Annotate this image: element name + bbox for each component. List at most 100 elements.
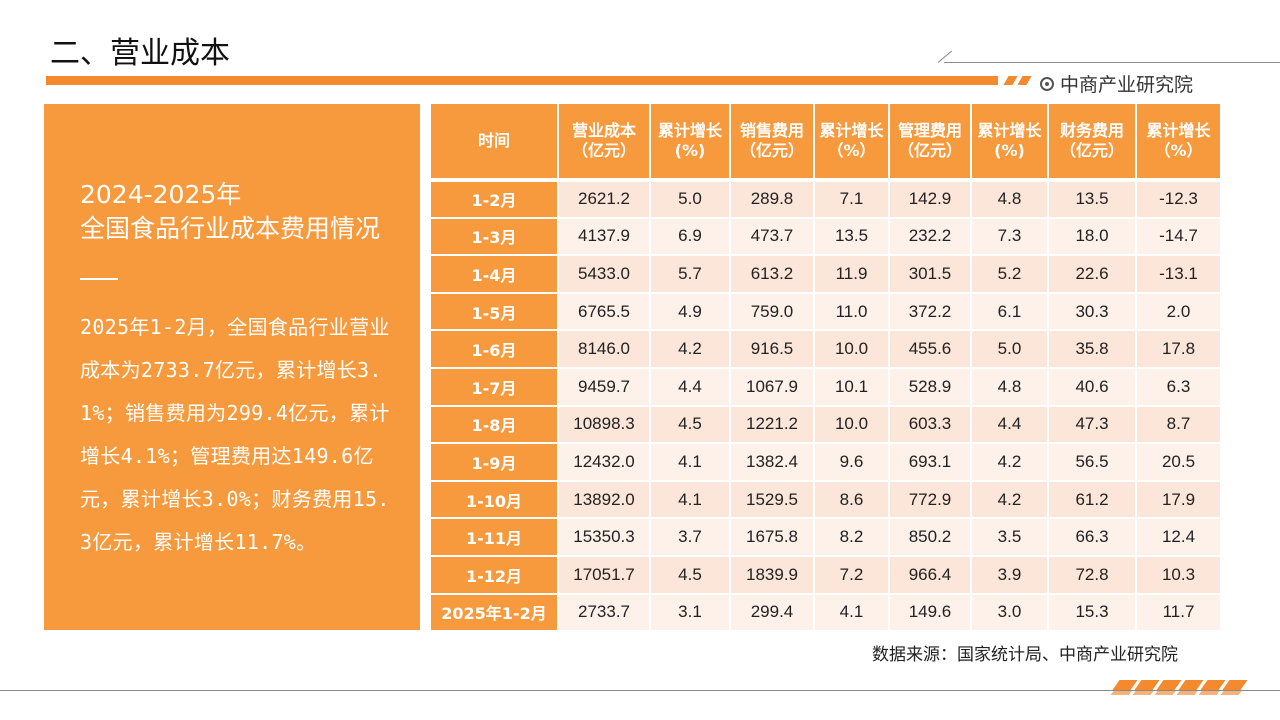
table-cell: 1221.2: [730, 405, 815, 445]
data-source-note: 数据来源：国家统计局、中商产业研究院: [872, 645, 1178, 665]
row-period-cell: 1-8月: [431, 405, 559, 445]
footer-divider: [0, 690, 1280, 691]
column-header: 财务费用（亿元）: [1048, 104, 1137, 182]
table-row: 1-7月 9459.7 4.4 1067.9 10.1 528.9 4.8 40.6 6.3: [431, 367, 1220, 407]
table-cell: 966.4: [889, 555, 972, 595]
table-cell: 8.6: [814, 480, 890, 520]
table-cell: 8.7: [1136, 405, 1220, 445]
table-cell: 18.0: [1048, 217, 1137, 257]
panel-summary-text: 2025年1-2月，全国食品行业营业成本为2733.7亿元，累计增长3.1%；销…: [80, 315, 390, 554]
table-cell: -12.3: [1136, 180, 1220, 219]
column-header: 销售费用（亿元）: [730, 104, 815, 182]
row-period-cell: 1-6月: [431, 330, 559, 369]
row-period-cell: 1-4月: [431, 255, 559, 294]
table-cell: 5.0: [650, 180, 731, 219]
table-cell: 7.2: [814, 555, 890, 595]
table-cell: 12.4: [1136, 518, 1220, 557]
table-cell: 6.1: [971, 292, 1049, 332]
table-row: 1-12月 17051.7 4.5 1839.9 7.2 966.4 3.9 72.8 10.3: [431, 555, 1220, 595]
table-row: 1-11月 15350.3 3.7 1675.8 8.2 850.2 3.5 66.3 12.4: [431, 518, 1220, 557]
table-cell: 4.1: [814, 593, 890, 633]
table-cell: 12432.0: [558, 443, 651, 482]
table-row: 1-2月 2621.2 5.0 289.8 7.1 142.9 4.8 13.5 -12.3: [431, 180, 1220, 219]
column-header: 累计增长(%): [971, 104, 1049, 182]
row-period-cell: 1-10月: [431, 480, 559, 520]
table-cell: 5.0: [971, 330, 1049, 369]
panel-heading-year: 2024-2025年: [80, 180, 242, 209]
table-row: 1-5月 6765.5 4.9 759.0 11.0 372.2 6.1 30.3 2.0: [431, 292, 1220, 332]
table-cell: 142.9: [889, 180, 972, 219]
table-cell: 473.7: [730, 217, 815, 257]
table-cell: 4.4: [971, 405, 1049, 445]
table-cell: 1529.5: [730, 480, 815, 520]
table-cell: 1675.8: [730, 518, 815, 557]
table-cell: 11.9: [814, 255, 890, 294]
column-header: 管理费用（亿元）: [889, 104, 972, 182]
table-row: 1-9月 12432.0 4.1 1382.4 9.6 693.1 4.2 56.5 20.5: [431, 443, 1220, 482]
table-cell: 8.2: [814, 518, 890, 557]
table-cell: 3.0: [971, 593, 1049, 633]
table-cell: 1382.4: [730, 443, 815, 482]
table-cell: 4.2: [971, 480, 1049, 520]
table-cell: 11.7: [1136, 593, 1220, 633]
table-cell: 8146.0: [558, 330, 651, 369]
decorative-stripes: [1000, 76, 1040, 85]
table-cell: 15.3: [1048, 593, 1137, 633]
table-cell: 66.3: [1048, 518, 1137, 557]
table-header-row: 时间 营业成本（亿元） 累计增长(%) 销售费用（亿元） 累计增长（%） 管理费用（亿元）…: [431, 104, 1220, 182]
row-period-cell: 1-11月: [431, 518, 559, 557]
table-cell: 149.6: [889, 593, 972, 633]
table-cell: 4.5: [650, 405, 731, 445]
table-cell: 2.0: [1136, 292, 1220, 332]
table-cell: 301.5: [889, 255, 972, 294]
table-cell: 20.5: [1136, 443, 1220, 482]
table-cell: 11.0: [814, 292, 890, 332]
table-cell: 4.1: [650, 480, 731, 520]
table-row: 1-4月 5433.0 5.7 613.2 11.9 301.5 5.2 22.6 -13.1: [431, 255, 1220, 294]
row-period-cell: 2025年1-2月: [431, 593, 559, 633]
page-title: 二、营业成本: [50, 36, 230, 71]
table-cell: 4.9: [650, 292, 731, 332]
table-cell: -14.7: [1136, 217, 1220, 257]
table-cell: 232.2: [889, 217, 972, 257]
panel-heading: 2024-2025年 全国食品行业成本费用情况: [80, 178, 380, 246]
table-cell: 4.8: [971, 180, 1049, 219]
table-cell: 10.1: [814, 367, 890, 407]
table-cell: 35.8: [1048, 330, 1137, 369]
brand-name: 中商产业研究院: [1060, 74, 1194, 96]
table-row: 1-10月 13892.0 4.1 1529.5 8.6 772.9 4.2 61.2 17.9: [431, 480, 1220, 520]
table-row: 1-3月 4137.9 6.9 473.7 13.5 232.2 7.3 18.0 -14.7: [431, 217, 1220, 257]
table-cell: 759.0: [730, 292, 815, 332]
table-cell: 3.7: [650, 518, 731, 557]
table-cell: 17.9: [1136, 480, 1220, 520]
table-cell: 372.2: [889, 292, 972, 332]
table-cell: 289.8: [730, 180, 815, 219]
table-cell: 693.1: [889, 443, 972, 482]
table-cell: -13.1: [1136, 255, 1220, 294]
row-period-cell: 1-2月: [431, 180, 559, 219]
table-cell: 10.0: [814, 405, 890, 445]
table-cell: 613.2: [730, 255, 815, 294]
table-cell: 4137.9: [558, 217, 651, 257]
table-cell: 61.2: [1048, 480, 1137, 520]
column-header: 营业成本（亿元）: [558, 104, 651, 182]
table-cell: 299.4: [730, 593, 815, 633]
cost-expense-table: 时间 营业成本（亿元） 累计增长(%) 销售费用（亿元） 累计增长（%） 管理费用（亿元）…: [431, 104, 1220, 633]
table-cell: 7.1: [814, 180, 890, 219]
panel-heading-subject: 全国食品行业成本费用情况: [80, 214, 381, 243]
column-header: 累计增长（%）: [1136, 104, 1220, 182]
table-cell: 455.6: [889, 330, 972, 369]
summary-panel: 2024-2025年 全国食品行业成本费用情况 2025年1-2月，全国食品行业…: [44, 104, 420, 630]
table-cell: 4.5: [650, 555, 731, 595]
table-cell: 7.3: [971, 217, 1049, 257]
table-cell: 603.3: [889, 405, 972, 445]
table-cell: 4.1: [650, 443, 731, 482]
column-header: 累计增长（%）: [814, 104, 890, 182]
table-row: 2025年1-2月 2733.7 3.1 299.4 4.1 149.6 3.0 15.3 11…: [431, 593, 1220, 633]
table-cell: 17.8: [1136, 330, 1220, 369]
table-row: 1-6月 8146.0 4.2 916.5 10.0 455.6 5.0 35.8 17.8: [431, 330, 1220, 369]
table-cell: 850.2: [889, 518, 972, 557]
header-bar: [46, 76, 998, 85]
row-period-cell: 1-3月: [431, 217, 559, 257]
table-cell: 5.2: [971, 255, 1049, 294]
